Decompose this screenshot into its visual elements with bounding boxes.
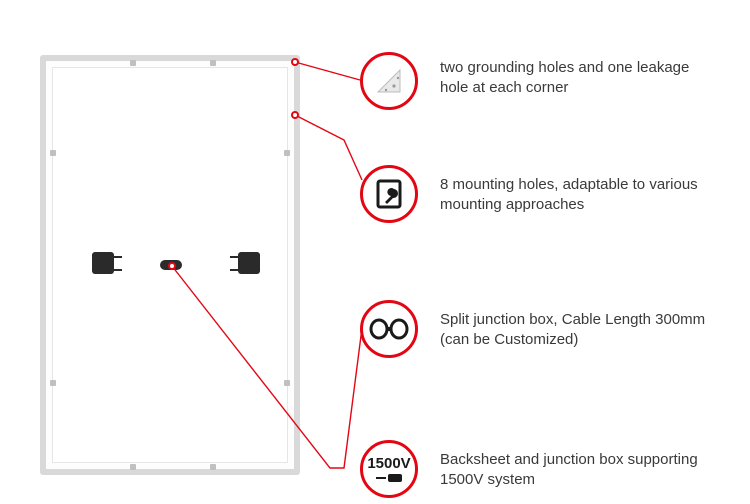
mounting-hole (50, 380, 56, 386)
leader-anchor (168, 262, 176, 270)
callout-mounting-text: 8 mounting holes, adaptable to various m… (440, 175, 720, 216)
mounting-hole (284, 150, 290, 156)
mounting-hole (210, 60, 216, 66)
mounting-hole (130, 464, 136, 470)
junction-box-left (92, 252, 114, 274)
diagram-stage: two grounding holes and one leakage hole… (0, 0, 750, 504)
wrench-frame-icon (360, 165, 418, 223)
mounting-hole (50, 150, 56, 156)
leader-anchor (291, 58, 299, 66)
plug-icon (376, 474, 402, 482)
leader-anchor (291, 111, 299, 119)
voltage-icon: 1500V (360, 440, 418, 498)
mounting-hole (130, 60, 136, 66)
callout-junction-text: Split junction box, Cable Length 300mm (… (440, 310, 720, 351)
junction-box-icon (360, 300, 418, 358)
corner-icon (360, 52, 418, 110)
voltage-label: 1500V (367, 456, 410, 471)
callout-corner-text: two grounding holes and one leakage hole… (440, 58, 720, 99)
callout-voltage-text: Backsheet and junction box supporting 15… (440, 450, 720, 491)
junction-box-right (238, 252, 260, 274)
mounting-hole (284, 380, 290, 386)
mounting-hole (210, 464, 216, 470)
